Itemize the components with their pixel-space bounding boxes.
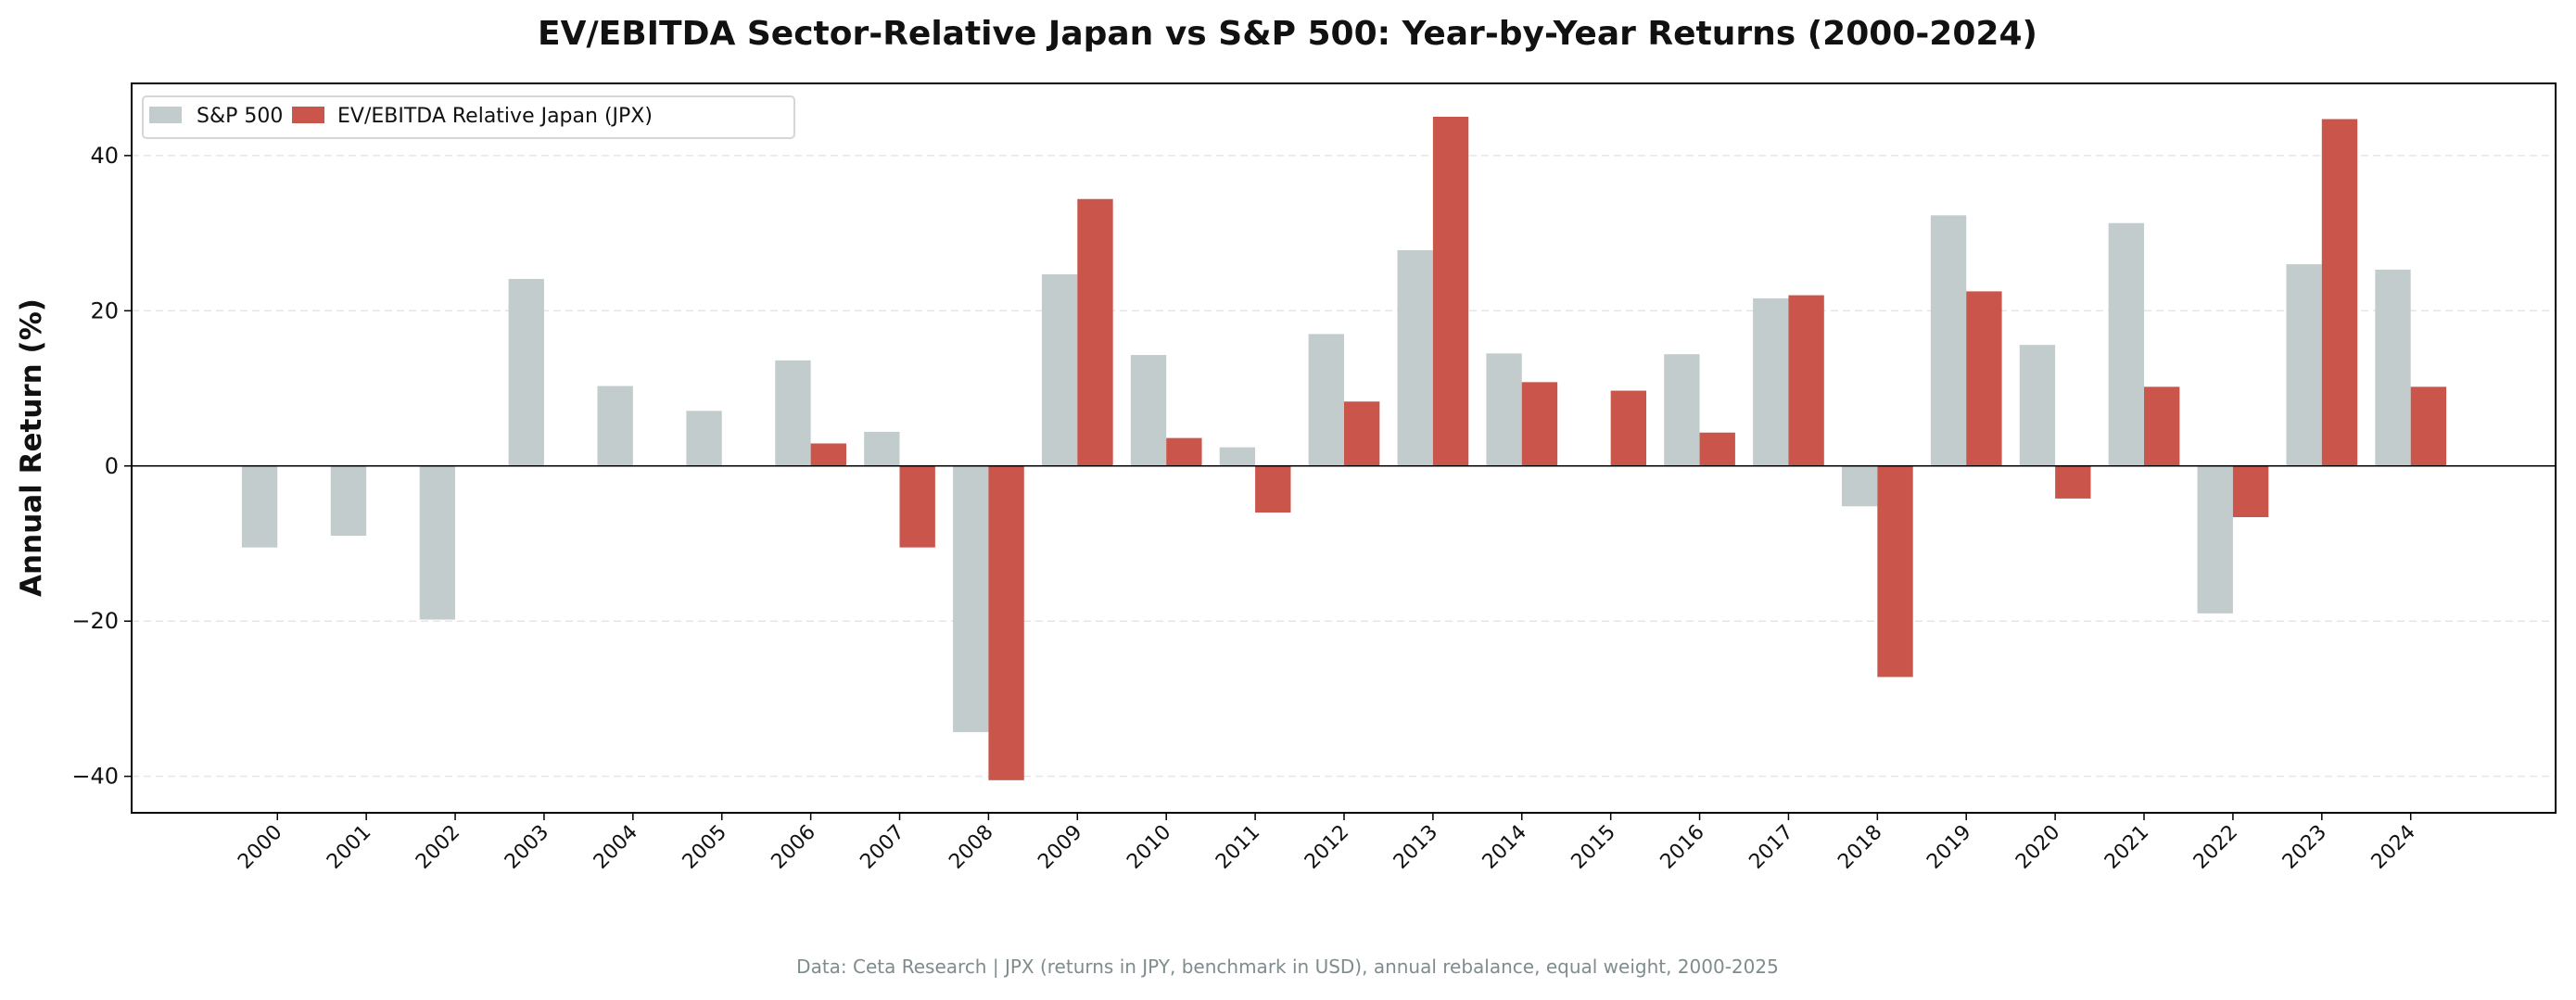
bar-sp500-2002: [419, 465, 456, 620]
x-tick-label: 2021: [2100, 821, 2153, 874]
bar-sp500-2011: [1219, 447, 1256, 466]
x-tick-label: 2012: [1301, 821, 1353, 874]
y-axis: −40 −20 0 20 40: [71, 143, 132, 790]
y-tick-label: 40: [90, 143, 119, 169]
x-tick-label: 2003: [501, 821, 553, 874]
bar-jpx-2012: [1343, 401, 1380, 466]
bar-sp500-2020: [2019, 345, 2056, 466]
bar-jpx-2014: [1521, 382, 1558, 466]
x-tick-label: 2011: [1212, 821, 1264, 874]
bar-jpx-2006: [810, 443, 846, 466]
bar-jpx-2017: [1788, 295, 1824, 466]
bars: [241, 117, 2447, 780]
bar-sp500-2019: [1930, 215, 1967, 466]
x-tick-label: 2017: [1745, 821, 1797, 874]
x-tick-label: 2001: [323, 821, 375, 874]
bar-sp500-2012: [1308, 334, 1344, 466]
x-tick-label: 2008: [945, 821, 997, 874]
footnote: Data: Ceta Research | JPX (returns in JP…: [796, 956, 1779, 978]
bar-sp500-2004: [597, 386, 633, 466]
bar-sp500-2021: [2108, 222, 2145, 466]
bar-sp500-2009: [1041, 273, 1078, 466]
legend: S&P 500 EV/EBITDA Relative Japan (JPX): [142, 95, 795, 139]
bar-jpx-2013: [1432, 117, 1469, 466]
bar-jpx-2022: [2232, 465, 2269, 518]
x-tick-label: 2000: [234, 821, 286, 874]
x-tick-label: 2002: [412, 821, 464, 874]
x-tick-label: 2024: [2367, 821, 2420, 874]
legend-swatch-sp500: [149, 107, 182, 123]
chart-title: EV/EBITDA Sector-Relative Japan vs S&P 5…: [538, 15, 2037, 53]
x-tick-label: 2014: [1478, 821, 1531, 874]
x-tick-label: 2007: [856, 821, 908, 874]
bar-jpx-2007: [899, 465, 935, 548]
x-tick-label: 2004: [590, 821, 642, 874]
y-tick-label: 0: [105, 453, 119, 479]
bar-sp500-2023: [2286, 264, 2322, 466]
bar-jpx-2019: [1966, 291, 2002, 466]
x-tick-label: 2016: [1656, 821, 1709, 874]
bar-jpx-2020: [2055, 465, 2091, 499]
x-tick-label: 2022: [2189, 821, 2242, 874]
bar-sp500-2022: [2197, 465, 2233, 614]
legend-label-sp500: S&P 500: [197, 105, 283, 128]
bar-jpx-2010: [1166, 437, 1202, 466]
bar-sp500-2014: [1486, 353, 1522, 466]
x-axis: 2000 2001 2002 2003 2004 2005 2006 2007 2008 2009…: [234, 813, 2420, 874]
bar-jpx-2018: [1877, 465, 1913, 677]
bar-jpx-2023: [2321, 119, 2358, 466]
x-tick-label: 2015: [1567, 821, 1620, 874]
bar-sp500-2018: [1841, 465, 1878, 507]
bar-jpx-2009: [1077, 198, 1113, 466]
legend-label-jpx: EV/EBITDA Relative Japan (JPX): [337, 105, 653, 128]
bar-sp500-2024: [2375, 269, 2411, 466]
bar-sp500-2016: [1664, 354, 1700, 466]
bar-sp500-2001: [330, 465, 367, 537]
bar-sp500-2010: [1130, 355, 1167, 466]
bar-sp500-2005: [686, 411, 722, 466]
x-tick-label: 2020: [2011, 821, 2064, 874]
bar-sp500-2003: [508, 278, 544, 466]
x-tick-label: 2013: [1390, 821, 1442, 874]
bar-jpx-2024: [2410, 386, 2447, 466]
y-tick-label: −40: [71, 764, 119, 790]
x-tick-label: 2006: [768, 821, 820, 874]
bar-sp500-2007: [864, 431, 900, 466]
legend-swatch-jpx: [292, 107, 324, 123]
x-tick-label: 2019: [1922, 821, 1975, 874]
bar-jpx-2011: [1255, 465, 1291, 513]
x-tick-label: 2005: [679, 821, 731, 874]
y-axis-label: Annual Return (%): [15, 298, 48, 597]
bar-jpx-2021: [2144, 386, 2180, 466]
x-tick-label: 2023: [2278, 821, 2331, 874]
x-tick-label: 2010: [1123, 821, 1175, 874]
x-tick-label: 2018: [1834, 821, 1886, 874]
bar-sp500-2000: [241, 465, 278, 548]
bar-sp500-2006: [775, 360, 811, 466]
y-tick-label: 20: [90, 297, 119, 323]
y-tick-label: −20: [71, 608, 119, 634]
bar-jpx-2016: [1699, 432, 1735, 466]
bar-jpx-2015: [1610, 390, 1647, 466]
bar-sp500-2008: [953, 465, 989, 732]
bar-jpx-2008: [988, 465, 1024, 780]
bar-sp500-2017: [1753, 297, 1789, 466]
bar-sp500-2013: [1397, 250, 1433, 466]
x-tick-label: 2009: [1034, 821, 1086, 874]
